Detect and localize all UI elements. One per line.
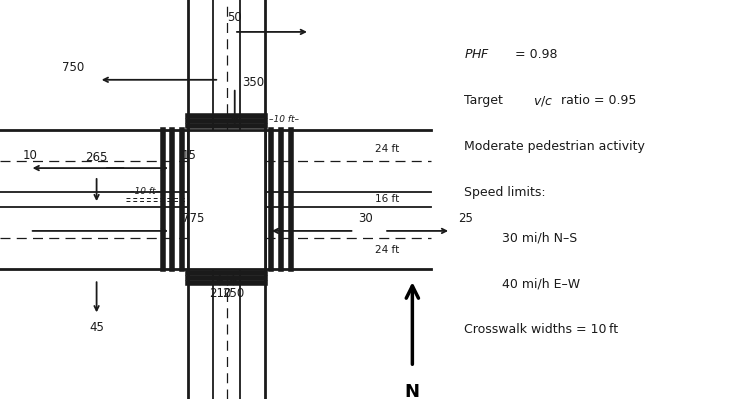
Text: Moderate pedestrian activity: Moderate pedestrian activity	[464, 140, 645, 153]
Text: ratio = 0.95: ratio = 0.95	[557, 94, 637, 107]
Text: 210: 210	[209, 287, 231, 300]
Text: 45: 45	[89, 321, 104, 334]
Text: 750: 750	[62, 61, 84, 74]
Text: 24 ft: 24 ft	[375, 144, 400, 154]
Text: 775: 775	[182, 212, 204, 225]
Text: 350: 350	[242, 76, 265, 89]
Text: 16 ft: 16 ft	[375, 194, 400, 205]
Text: = 0.98: = 0.98	[515, 48, 557, 61]
Text: 265: 265	[85, 151, 108, 164]
Text: 30: 30	[358, 212, 373, 225]
Text: Speed limits:: Speed limits:	[464, 186, 546, 199]
Text: 15: 15	[182, 149, 197, 162]
Text: –10 ft–: –10 ft–	[130, 186, 160, 196]
Text: 10: 10	[22, 149, 37, 162]
Text: –10 ft–: –10 ft–	[269, 115, 299, 124]
Text: 25: 25	[458, 212, 473, 225]
Text: 50: 50	[227, 11, 241, 24]
Text: Crosswalk widths = 10 ft: Crosswalk widths = 10 ft	[464, 323, 618, 336]
Text: 24 ft: 24 ft	[375, 245, 400, 255]
Text: $\it{PHF}$: $\it{PHF}$	[464, 48, 490, 61]
Text: 30 mi/h N–S: 30 mi/h N–S	[502, 231, 577, 245]
Text: 40 mi/h E–W: 40 mi/h E–W	[502, 277, 580, 290]
Text: $\it{v/c}$: $\it{v/c}$	[533, 94, 554, 108]
Text: 250: 250	[222, 287, 244, 300]
Bar	[188, 130, 265, 269]
Text: N: N	[405, 383, 420, 399]
Text: Target: Target	[464, 94, 507, 107]
